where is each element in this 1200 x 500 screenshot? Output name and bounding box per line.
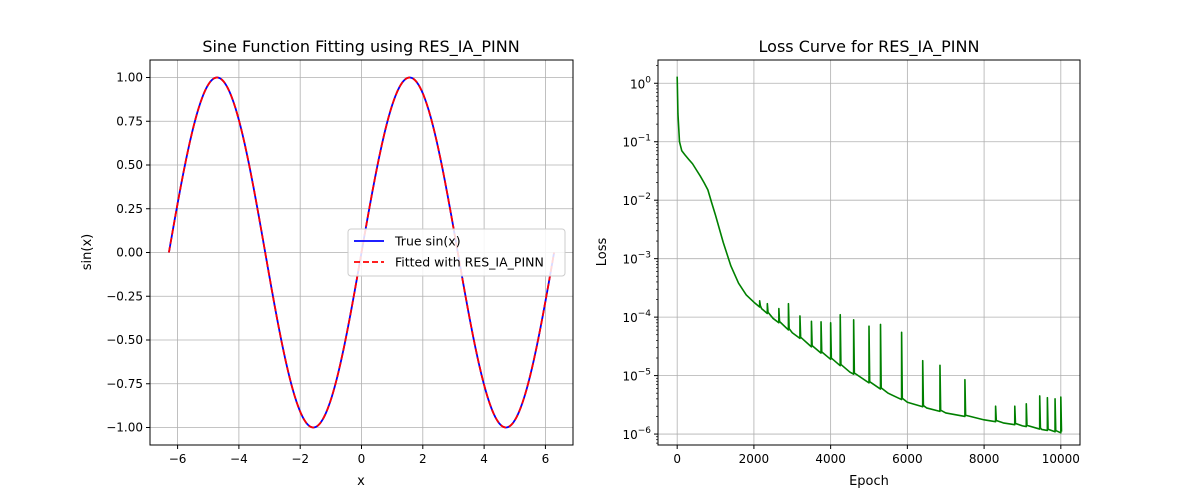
sine-tick-label-x-0: −6 xyxy=(169,452,187,466)
sine-chart-ylabel: sin(x) xyxy=(80,234,95,270)
loss-chart-ylabel: Loss xyxy=(595,238,610,267)
sine-tick-label-x-1: −4 xyxy=(230,452,248,466)
loss-tick-label-x-1: 2000 xyxy=(739,452,770,466)
sine-chart-title: Sine Function Fitting using RES_IA_PINN xyxy=(202,37,519,57)
sine-tick-label-y-6: 0.50 xyxy=(116,158,143,172)
loss-tick-label-y-3: 10−3 xyxy=(622,251,651,267)
sine-chart-ticks: −6 −4 −2 0 2 4 6 −1.00 −0.75 −0.50 −0.25 0.00 0.25 0.… xyxy=(106,71,549,467)
loss-tick-label-x-0: 0 xyxy=(673,452,681,466)
legend-fitted-label: Fitted with RES_IA_PINN xyxy=(395,255,544,270)
loss-tick-label-y-2: 10−4 xyxy=(622,309,651,325)
sine-tick-label-x-4: 2 xyxy=(419,452,427,466)
loss-tick-label-x-5: 10000 xyxy=(1042,452,1080,466)
loss-tick-label-y-0: 10−6 xyxy=(622,426,651,442)
loss-chart-ticks: 0 2000 4000 6000 8000 10000 10−6 10−5 10−4 10−3 10… xyxy=(622,65,1080,466)
loss-curve-chart: Loss Curve for RES_IA_PINN 0 2000 4000 6000… xyxy=(595,37,1081,489)
loss-chart-title: Loss Curve for RES_IA_PINN xyxy=(759,37,980,57)
sine-tick-label-x-5: 4 xyxy=(480,452,488,466)
sine-tick-label-x-3: 0 xyxy=(358,452,366,466)
sine-fit-chart: Sine Function Fitting using RES_IA_PINN … xyxy=(80,37,574,489)
sine-tick-label-y-4: 0.00 xyxy=(116,246,143,260)
loss-chart-xlabel: Epoch xyxy=(849,474,889,489)
loss-tick-label-y-4: 10−2 xyxy=(622,192,651,208)
loss-tick-label-y-6: 100 xyxy=(630,75,651,91)
loss-chart-grid xyxy=(658,60,1080,445)
sine-tick-label-y-3: −0.25 xyxy=(106,289,143,303)
legend-true-label: True sin(x) xyxy=(394,234,461,249)
loss-tick-label-x-3: 6000 xyxy=(892,452,923,466)
sine-chart-xlabel: x xyxy=(357,474,365,489)
loss-tick-label-y-5: 10−1 xyxy=(622,134,651,150)
sine-tick-label-y-7: 0.75 xyxy=(116,114,143,128)
sine-tick-label-x-2: −2 xyxy=(291,452,309,466)
loss-tick-label-x-4: 8000 xyxy=(969,452,1000,466)
sine-tick-label-y-8: 1.00 xyxy=(116,71,143,85)
loss-tick-label-y-1: 10−5 xyxy=(622,368,651,384)
loss-chart-frame xyxy=(657,59,1081,446)
legend-box xyxy=(347,228,566,277)
sine-tick-label-x-6: 6 xyxy=(542,452,550,466)
sine-tick-label-y-0: −1.00 xyxy=(106,421,143,435)
sine-chart-legend: True sin(x) Fitted with RES_IA_PINN xyxy=(347,228,566,277)
sine-tick-label-y-2: −0.50 xyxy=(106,333,143,347)
loss-chart-lines xyxy=(676,76,1063,434)
sine-tick-label-y-5: 0.25 xyxy=(116,202,143,216)
loss-tick-label-x-2: 4000 xyxy=(815,452,846,466)
series-loss-line xyxy=(676,76,1063,434)
sine-tick-label-y-1: −0.75 xyxy=(106,377,143,391)
